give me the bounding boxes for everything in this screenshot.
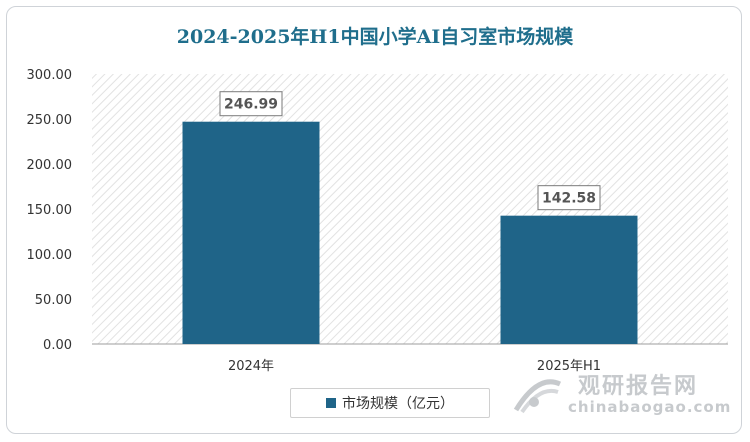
watermark-url: chinabaogao.com [568, 398, 732, 416]
legend: 市场规模（亿元） [290, 388, 490, 418]
legend-label: 市场规模（亿元） [342, 396, 454, 412]
y-tick-label: 250.00 [27, 113, 73, 128]
watermark-name: 观研报告网 [578, 374, 699, 399]
category-label: 2024年 [228, 359, 274, 374]
data-label-box [219, 91, 283, 117]
watermark-logo-icon [513, 379, 562, 414]
y-tick-label: 50.00 [35, 293, 72, 308]
legend-swatch [326, 398, 336, 408]
y-tick-label: 200.00 [27, 158, 73, 173]
data-label-box [537, 185, 601, 211]
bar [500, 215, 638, 344]
y-tick-label: 100.00 [27, 248, 73, 263]
data-label: 142.58 [542, 191, 596, 207]
bar [182, 121, 320, 344]
category-label: 2025年H1 [537, 359, 601, 374]
watermark: 观研报告网 chinabaogao.com [508, 366, 738, 426]
y-tick-label: 0.00 [43, 338, 72, 353]
data-label: 246.99 [224, 97, 278, 113]
y-tick-label: 300.00 [27, 68, 73, 83]
chart-title: 2024-2025年H1中国小学AI自习室市场规模 [176, 26, 574, 48]
y-tick-label: 150.00 [27, 203, 73, 218]
